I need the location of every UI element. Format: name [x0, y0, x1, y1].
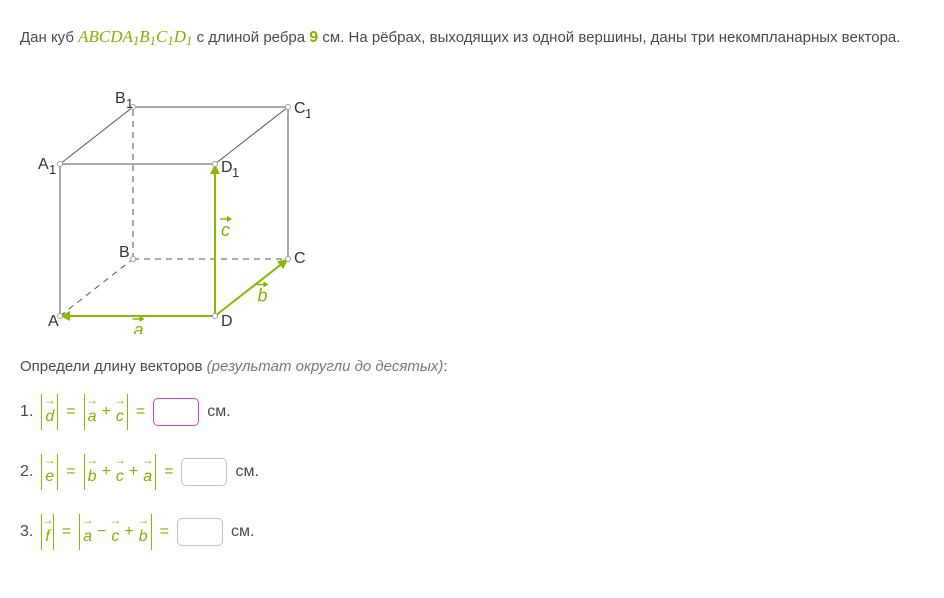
svg-text:D: D [221, 159, 233, 176]
vector-symbol: a [143, 455, 152, 489]
svg-text:a: a [134, 320, 144, 334]
cube-label: ABCDA1B1C1D1 [78, 27, 192, 46]
equals-sign: = [162, 460, 175, 484]
operator: + [123, 520, 134, 544]
equals-sign: = [60, 520, 73, 544]
abs-lhs: e [41, 454, 58, 490]
equals-sign: = [64, 460, 77, 484]
svg-text:c: c [221, 220, 230, 240]
abs-rhs: a+c [84, 394, 128, 430]
vector-symbol: c [116, 455, 124, 489]
instruction-text: Определи длину векторов [20, 358, 207, 375]
text-mid: с длиной ребра [192, 29, 309, 46]
abs-rhs: a−c+b [79, 514, 152, 550]
instruction-hint: (результат округли до десятых) [207, 358, 444, 375]
vector-symbol: a [83, 515, 92, 549]
equals-sign: = [134, 400, 147, 424]
vector-symbol: a [88, 395, 97, 429]
svg-text:A: A [38, 156, 49, 173]
operator: + [101, 460, 112, 484]
instruction: Определи длину векторов (результат округ… [20, 356, 924, 379]
equals-sign: = [158, 520, 171, 544]
question-item: 3.f=a−c+b= см. [20, 514, 924, 550]
unit-label: см. [231, 520, 254, 544]
instruction-colon: : [443, 358, 447, 375]
svg-text:A: A [48, 313, 59, 330]
question-number: 3. [20, 520, 33, 544]
unit-label: см. [207, 400, 230, 424]
vector-symbol: c [111, 515, 119, 549]
operator: − [96, 520, 107, 544]
question-number: 2. [20, 460, 33, 484]
vector-symbol: c [116, 395, 124, 429]
equals-sign: = [64, 400, 77, 424]
svg-text:B: B [115, 90, 126, 107]
operator: + [128, 460, 139, 484]
questions-list: 1.d=a+c= см.2.e=b+c+a= см.3.f=a−c+b= см. [20, 394, 924, 550]
svg-text:1: 1 [232, 165, 239, 180]
answer-input[interactable] [153, 398, 199, 426]
abs-rhs: b+c+a [84, 454, 157, 490]
svg-text:D: D [221, 313, 233, 330]
vector-symbol: d [45, 395, 54, 429]
svg-text:B: B [119, 244, 130, 261]
question-number: 1. [20, 400, 33, 424]
question-item: 2.e=b+c+a= см. [20, 454, 924, 490]
vector-symbol: e [45, 455, 54, 489]
question-item: 1.d=a+c= см. [20, 394, 924, 430]
answer-input[interactable] [177, 518, 223, 546]
cube-diagram: ADCBA1D1C1B1abc [30, 64, 924, 342]
operator: + [101, 400, 112, 424]
abs-lhs: d [41, 394, 58, 430]
vector-symbol: b [88, 455, 97, 489]
vector-symbol: b [139, 515, 148, 549]
svg-text:1: 1 [49, 162, 56, 177]
problem-statement: Дан куб ABCDA1B1C1D1 с длиной ребра 9 см… [20, 24, 924, 50]
svg-text:1: 1 [305, 106, 310, 121]
text-prefix: Дан куб [20, 29, 78, 46]
answer-input[interactable] [181, 458, 227, 486]
unit-label: см. [235, 460, 258, 484]
abs-lhs: f [41, 514, 53, 550]
svg-text:b: b [258, 286, 268, 306]
vector-symbol: f [45, 515, 49, 549]
svg-text:C: C [294, 250, 306, 267]
svg-text:1: 1 [126, 96, 133, 111]
edge-value: 9 [309, 29, 318, 46]
text-suffix: см. На рёбрах, выходящих из одной вершин… [318, 29, 900, 46]
svg-text:C: C [294, 100, 306, 117]
